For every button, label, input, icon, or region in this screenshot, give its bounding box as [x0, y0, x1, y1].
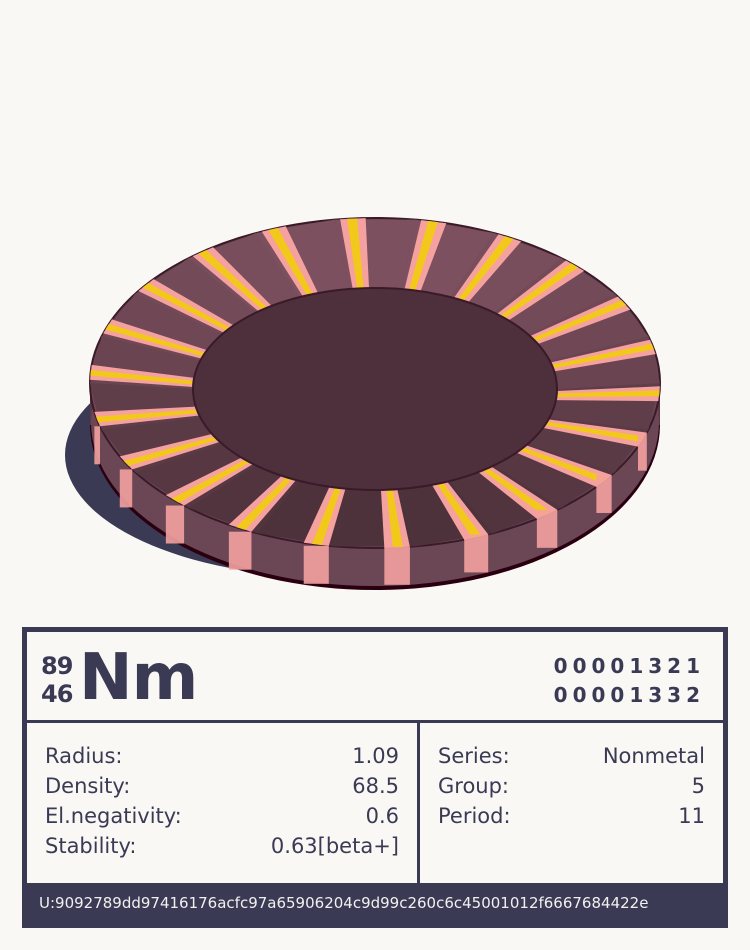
ring-stripe-yellow [90, 369, 194, 385]
ring-stripe-yellow [198, 250, 268, 310]
property-label: Stability: [45, 834, 137, 858]
property-label: Group: [438, 774, 510, 798]
code-1: 00001321 [553, 654, 705, 678]
property-label: Series: [438, 744, 510, 768]
ring-illustration [65, 217, 661, 590]
element-numbers: 89 46 [41, 652, 73, 708]
ring-segment [101, 293, 222, 361]
property-radius: Radius: 1.09 [45, 741, 399, 771]
property-label: Period: [438, 804, 511, 828]
ring-segment [494, 258, 615, 335]
ring-side-stripe [464, 534, 489, 573]
ring-side-stripe [303, 545, 329, 584]
ring-stripe-yellow [386, 489, 403, 548]
element-codes: 00001321 00001332 [554, 652, 705, 710]
element-card: 89 46 Nm 00001321 00001332 Radius: 1.09 D… [22, 627, 728, 928]
property-density: Density: 68.5 [45, 771, 399, 801]
ring-stripe-yellow [96, 409, 199, 423]
card-header: 89 46 Nm 00001321 00001332 [27, 632, 723, 723]
ring-side-stripe [165, 505, 185, 544]
ring-stripe-yellow [457, 236, 514, 301]
property-value: 11 [678, 804, 705, 828]
ring-side-stripe [384, 546, 410, 585]
ring-segment [135, 258, 256, 335]
property-value: Nonmetal [602, 744, 705, 768]
property-value: 1.09 [352, 744, 399, 768]
property-value: 5 [691, 774, 705, 798]
ring-stripe-yellow [532, 300, 627, 342]
property-electronegativity: El.negativity: 0.6 [45, 801, 399, 831]
property-value: 68.5 [352, 774, 399, 798]
property-label: El.negativity: [45, 804, 182, 828]
ring-segment [450, 232, 562, 313]
ring-segment [188, 465, 300, 534]
ring-stripe-yellow [268, 227, 313, 296]
ring-stripe-yellow [519, 447, 608, 484]
element-symbol: Nm [79, 641, 198, 715]
property-series: Series: Nonmetal [438, 741, 705, 771]
ring-side-stripe [536, 509, 558, 548]
ring-stripe-yellow [551, 343, 654, 369]
property-label: Density: [45, 774, 131, 798]
ring-stripe-yellow [408, 220, 438, 291]
property-period: Period: 11 [438, 801, 705, 831]
ring-inner-face [192, 287, 558, 491]
ring-stripe-yellow [171, 459, 250, 503]
ring-segment [494, 443, 615, 508]
properties-right: Series: Nonmetal Group: 5 Period: 11 [420, 723, 723, 887]
code-2: 00001332 [553, 683, 705, 707]
ring-stripe-yellow [482, 468, 552, 516]
mass-number: 89 [41, 652, 73, 680]
ring-side-stripe [637, 432, 647, 471]
ring-stripe-yellow [236, 477, 293, 530]
ring-stripe-yellow [347, 218, 364, 289]
ring-stripe-yellow [312, 487, 342, 546]
property-stability: Stability: 0.63[beta+] [45, 831, 399, 861]
ring-stripe-yellow [142, 282, 231, 331]
ring-side-stripe [596, 474, 612, 513]
ring-segment [135, 443, 256, 508]
ring-stripe-yellow [123, 436, 218, 466]
ring-stripe-yellow [500, 263, 579, 319]
uid-footer: U:9092789dd97416176acfc97a65906204c9d99c… [27, 883, 723, 923]
ring-side-stripe [94, 426, 100, 465]
ring-side-stripe [119, 469, 133, 508]
ring-stripe-yellow [556, 390, 660, 398]
properties-left: Radius: 1.09 Density: 68.5 El.negativity: 0… [27, 723, 420, 887]
ring-stripe-yellow [105, 324, 206, 357]
atomic-number: 46 [41, 680, 73, 708]
ring-stripe-yellow [437, 482, 482, 539]
ring-stripe-yellow [544, 421, 645, 442]
property-group: Group: 5 [438, 771, 705, 801]
property-value: 0.6 [365, 804, 399, 828]
ring-side-stripe [228, 531, 252, 570]
property-value: 0.63[beta+] [270, 834, 399, 858]
property-label: Radius: [45, 744, 123, 768]
